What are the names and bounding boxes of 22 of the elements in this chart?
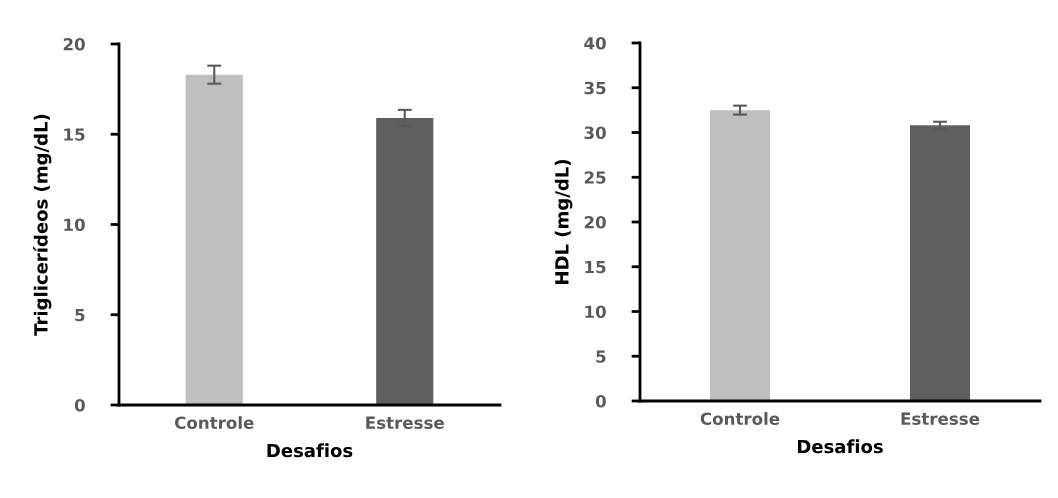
y-tick-label: 15 [64, 128, 85, 141]
y-tick-label: 20 [63, 37, 85, 51]
y-axis-title: Triglicerídeos (mg/dL) [33, 114, 52, 336]
x-axis-title: Desafios [267, 443, 353, 458]
x-tick-label: Controle [700, 412, 780, 426]
x-axis-title: Desafios [797, 439, 883, 454]
x-tick-label: Controle [174, 416, 254, 430]
x-tick-label: Estresse [366, 416, 444, 430]
y-tick-label: 10 [585, 305, 606, 319]
y-tick-label: 25 [584, 171, 606, 184]
y-tick-label: 5 [75, 308, 85, 322]
y-tick-label: 15 [585, 260, 606, 274]
y-tick-label: 10 [64, 218, 85, 232]
y-axis-title: HDL (mg/dL) [554, 159, 573, 284]
y-tick-label: 5 [596, 350, 606, 363]
y-tick-label: 20 [584, 215, 606, 229]
y-tick-label: 0 [74, 398, 85, 412]
y-tick-label: 0 [595, 394, 606, 408]
y-tick-label: 40 [584, 36, 606, 50]
x-tick-label: Estresse [901, 412, 980, 426]
y-tick-label: 35 [584, 81, 606, 95]
y-tick-label: 30 [584, 126, 606, 140]
